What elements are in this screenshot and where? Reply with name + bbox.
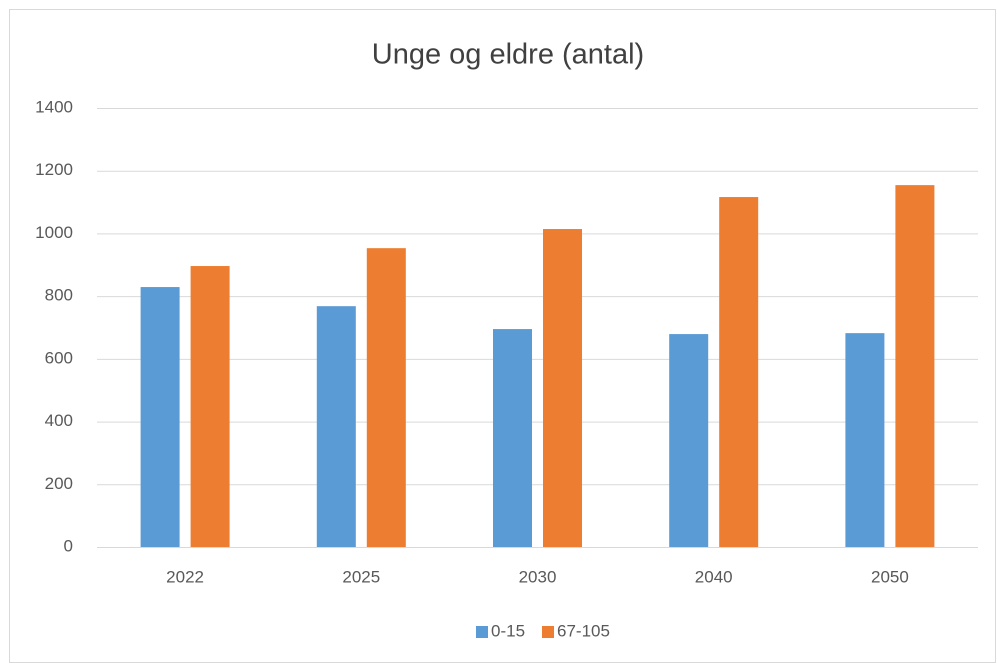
bar [719, 197, 759, 547]
y-tick-label: 600 [45, 348, 73, 367]
bar [895, 185, 935, 548]
legend-label: 0-15 [491, 621, 525, 640]
legend-label: 67-105 [557, 621, 610, 640]
bar [845, 333, 885, 547]
bar [316, 306, 356, 547]
legend-swatch [476, 626, 488, 638]
x-tick-label: 2030 [519, 567, 557, 586]
x-tick-label: 2050 [871, 567, 909, 586]
x-tick-label: 2022 [166, 567, 204, 586]
x-tick-label: 2025 [342, 567, 380, 586]
bar [140, 287, 180, 547]
chart-title: Unge og eldre (antal) [372, 39, 644, 71]
bar [493, 329, 532, 547]
y-tick-label: 800 [45, 286, 73, 305]
bar [366, 248, 406, 547]
y-tick-label: 0 [64, 536, 73, 555]
y-tick-label: 1200 [35, 160, 73, 179]
y-tick-label: 1000 [35, 223, 73, 242]
bar [543, 229, 582, 547]
legend-swatch [542, 626, 554, 638]
x-tick-label: 2040 [695, 567, 733, 586]
bar [669, 334, 709, 547]
y-tick-label: 400 [45, 411, 73, 430]
bar [190, 266, 230, 547]
y-tick-label: 200 [45, 474, 73, 493]
y-tick-label: 1400 [35, 97, 73, 116]
